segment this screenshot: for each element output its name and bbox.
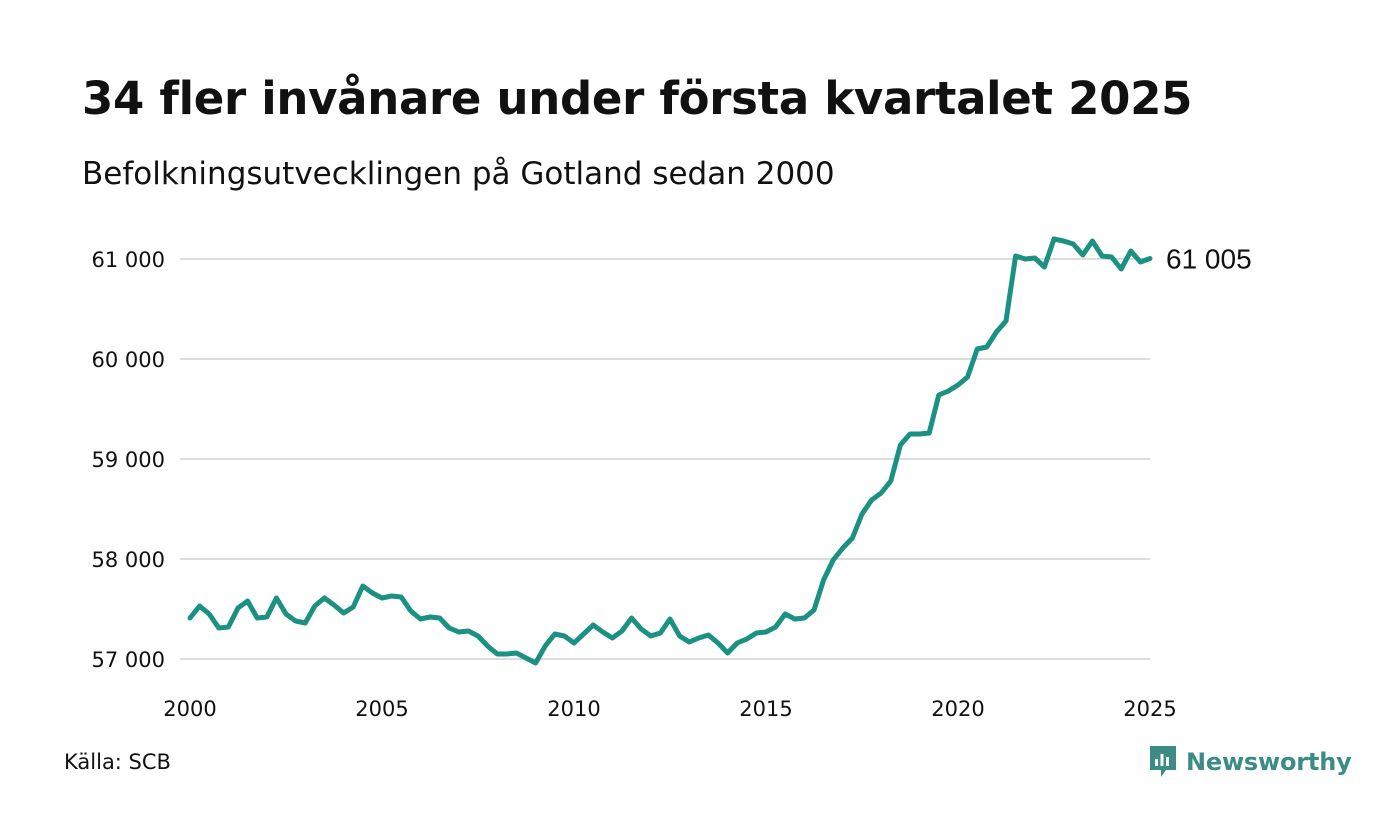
brand-name: Newsworthy (1186, 748, 1352, 776)
y-tick-label: 59 000 (92, 448, 165, 472)
x-tick-label: 2025 (1123, 697, 1176, 721)
gridlines (180, 258, 1150, 660)
x-tick-label: 2005 (355, 697, 408, 721)
newsworthy-logo-icon (1150, 746, 1176, 777)
source-note: Källa: SCB (64, 750, 171, 774)
y-axis-tick-labels: 57 000 58 000 59 000 60 000 61 000 (92, 248, 165, 672)
series-line (187, 236, 1153, 666)
x-tick-label: 2020 (931, 697, 984, 721)
brand-logo: Newsworthy (1148, 744, 1352, 780)
y-tick-label: 61 000 (92, 248, 165, 272)
chart-subtitle: Befolkningsutvecklingen på Gotland sedan… (82, 156, 835, 192)
chart-title: 34 fler invånare under första kvartalet … (82, 72, 1193, 125)
x-tick-label: 2010 (547, 697, 600, 721)
y-tick-label: 60 000 (92, 348, 165, 372)
x-tick-label: 2000 (163, 697, 216, 721)
end-value-label: 61 005 (1166, 244, 1252, 275)
y-tick-label: 58 000 (92, 548, 165, 572)
x-axis-tick-labels: 2000 2005 2010 2015 2020 2025 (163, 697, 1176, 721)
x-tick-label: 2015 (739, 697, 792, 721)
y-tick-label: 57 000 (92, 648, 165, 672)
